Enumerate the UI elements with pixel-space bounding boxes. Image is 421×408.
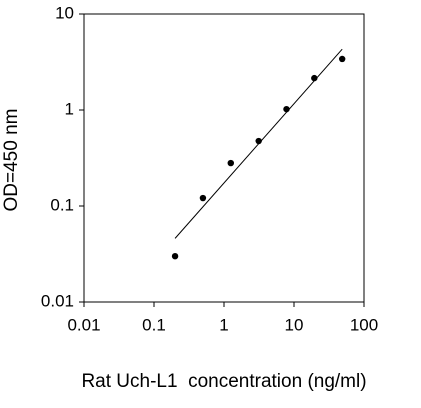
x-axis-title: Rat Uch-L1 concentration (ng/ml) xyxy=(81,371,366,392)
data-point xyxy=(171,252,179,260)
y-tick-label: 0.1 xyxy=(50,195,74,214)
y-axis-title: OD=450 nm xyxy=(1,109,22,212)
plot-frame xyxy=(83,13,365,303)
data-point xyxy=(227,159,234,167)
data-point xyxy=(311,74,318,82)
x-tick-label: 1 xyxy=(219,315,228,334)
x-tick-label: 0.1 xyxy=(142,315,166,334)
data-point xyxy=(338,55,346,63)
data-point xyxy=(283,105,290,113)
y-tick-label: 10 xyxy=(55,3,74,22)
data-point xyxy=(255,137,262,145)
data-point xyxy=(199,194,207,202)
y-tick-label: 1 xyxy=(65,99,74,118)
x-tick-label: 0.01 xyxy=(67,315,100,334)
x-tick-label: 100 xyxy=(350,315,378,334)
x-tick-label: 10 xyxy=(285,315,304,334)
y-tick-label: 0.01 xyxy=(41,291,74,310)
